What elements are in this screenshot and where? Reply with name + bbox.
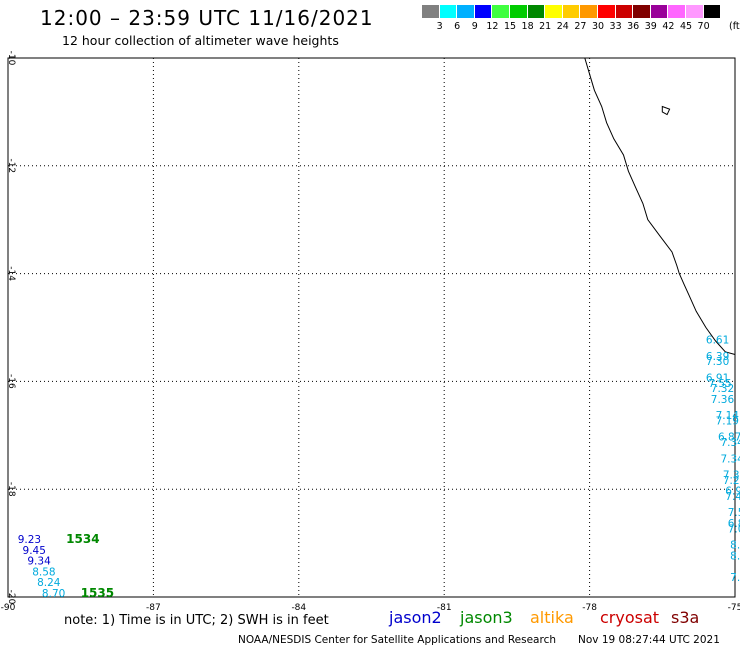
wave-height-label: 6.87 xyxy=(718,432,740,444)
wave-height-label: 6.91 xyxy=(706,372,729,384)
legend-label: 70 xyxy=(697,21,710,32)
legend-swatch xyxy=(650,5,669,18)
legend-swatch xyxy=(492,5,510,18)
wave-height-label: 7.32 xyxy=(711,383,734,395)
map-subtitle: 12 hour collection of altimeter wave hei… xyxy=(62,33,339,48)
wave-height-label: 6.61 xyxy=(706,335,729,347)
credit-text: NOAA/NESDIS Center for Satellite Applica… xyxy=(238,634,556,646)
lat-tick-label: -20 xyxy=(6,590,16,605)
legend-unit: (ft) xyxy=(729,21,740,32)
legend-swatch xyxy=(580,5,598,18)
legend-label: 21 xyxy=(539,21,552,32)
wave-height-label: 9.34 xyxy=(27,556,51,568)
lon-tick-label: -84 xyxy=(291,603,306,613)
wave-height-label: 7.25 xyxy=(723,475,740,487)
lon-tick-label: -78 xyxy=(582,603,597,613)
legend-swatch xyxy=(597,5,616,18)
wave-height-label: 7.14 xyxy=(716,410,740,422)
legend-swatch xyxy=(474,5,493,18)
legend-label: 15 xyxy=(503,21,517,32)
lon-tick-label: -75 xyxy=(728,603,740,613)
legend-label: 18 xyxy=(521,21,534,32)
legend-swatch xyxy=(668,5,686,18)
legend-swatch xyxy=(562,5,581,18)
wave-height-label: 7.19 xyxy=(716,416,739,428)
note-text: note: 1) Time is in UTC; 2) SWH is in fe… xyxy=(64,613,329,628)
satellite-label-s3a: s3a xyxy=(671,608,700,627)
legend-swatch xyxy=(457,5,475,18)
lon-tick-label: -90 xyxy=(1,603,16,613)
coastline xyxy=(584,57,736,355)
legend-swatch xyxy=(422,5,440,18)
legend-label: 27 xyxy=(574,21,587,32)
track-time-label: 1535 xyxy=(81,586,114,600)
wave-height-label: 7.00 xyxy=(728,523,740,535)
wave-height-label: 7.55 xyxy=(708,378,731,390)
legend-swatch xyxy=(509,5,528,18)
island-outline xyxy=(661,105,671,116)
satellite-label-jason3: jason3 xyxy=(460,608,513,627)
timestamp-text: Nov 19 08:27:44 UTC 2021 xyxy=(578,634,720,646)
legend-label: 39 xyxy=(644,21,657,32)
wave-height-label: 8.10 xyxy=(730,539,740,551)
satellite-label-cryosat: cryosat xyxy=(600,608,660,627)
legend-swatch xyxy=(545,5,563,18)
wave-height-label: 7.34 xyxy=(720,437,740,449)
wave-height-label: 8.30 xyxy=(730,550,740,562)
legend-label: 33 xyxy=(609,21,622,32)
wave-height-label: 7.32 xyxy=(723,469,740,481)
wave-height-label: 7.55 xyxy=(728,507,740,519)
track-time-label: 1534 xyxy=(66,532,99,546)
lat-tick-label: -10 xyxy=(6,51,16,66)
legend-label: 42 xyxy=(662,21,675,32)
map-title: 12:00 – 23:59 UTC 11/16/2021 xyxy=(40,6,374,30)
wave-height-label: 7.90 xyxy=(730,572,740,584)
legend-label: 9 xyxy=(471,21,478,32)
lon-tick-label: -81 xyxy=(437,603,452,613)
legend-label: 6 xyxy=(454,21,461,32)
legend-swatch xyxy=(685,5,704,18)
legend-swatch xyxy=(703,5,722,18)
lon-tick-label: -87 xyxy=(146,603,161,613)
wave-height-label: 8.24 xyxy=(37,577,61,589)
legend-label: 3 xyxy=(436,21,443,32)
lat-tick-label: -16 xyxy=(6,374,16,389)
lat-tick-label: -14 xyxy=(6,266,16,281)
legend-label: 12 xyxy=(486,21,499,32)
legend-swatch xyxy=(527,5,546,18)
satellite-label-jason2: jason2 xyxy=(389,608,442,627)
legend-swatch xyxy=(615,5,634,18)
satellite-label-altika: altika xyxy=(530,608,574,627)
legend-label: 45 xyxy=(679,21,693,32)
wave-height-label: 8.70 xyxy=(42,588,65,600)
wave-height-label: 7.34 xyxy=(720,453,740,465)
color-legend xyxy=(422,5,722,18)
wave-height-label: 6.93 xyxy=(725,486,740,498)
wave-height-label: 7.30 xyxy=(706,356,729,368)
lat-tick-label: -12 xyxy=(6,158,16,173)
map-frame xyxy=(7,57,736,598)
wave-height-label: 9.45 xyxy=(23,545,46,557)
legend-label: 30 xyxy=(591,21,605,32)
wave-height-label: 9.23 xyxy=(18,534,41,546)
legend-swatch xyxy=(633,5,651,18)
wave-height-label: 6.39 xyxy=(706,351,729,363)
legend-label: 36 xyxy=(627,21,640,32)
wave-height-label: 7.40 xyxy=(725,491,740,503)
lat-tick-label: -18 xyxy=(6,482,16,497)
wave-height-label: 8.58 xyxy=(32,566,55,578)
legend-label: 24 xyxy=(556,21,569,32)
wave-height-label: 6.88 xyxy=(728,518,740,530)
wave-height-label: 7.36 xyxy=(711,394,735,406)
legend-swatch xyxy=(439,5,458,18)
